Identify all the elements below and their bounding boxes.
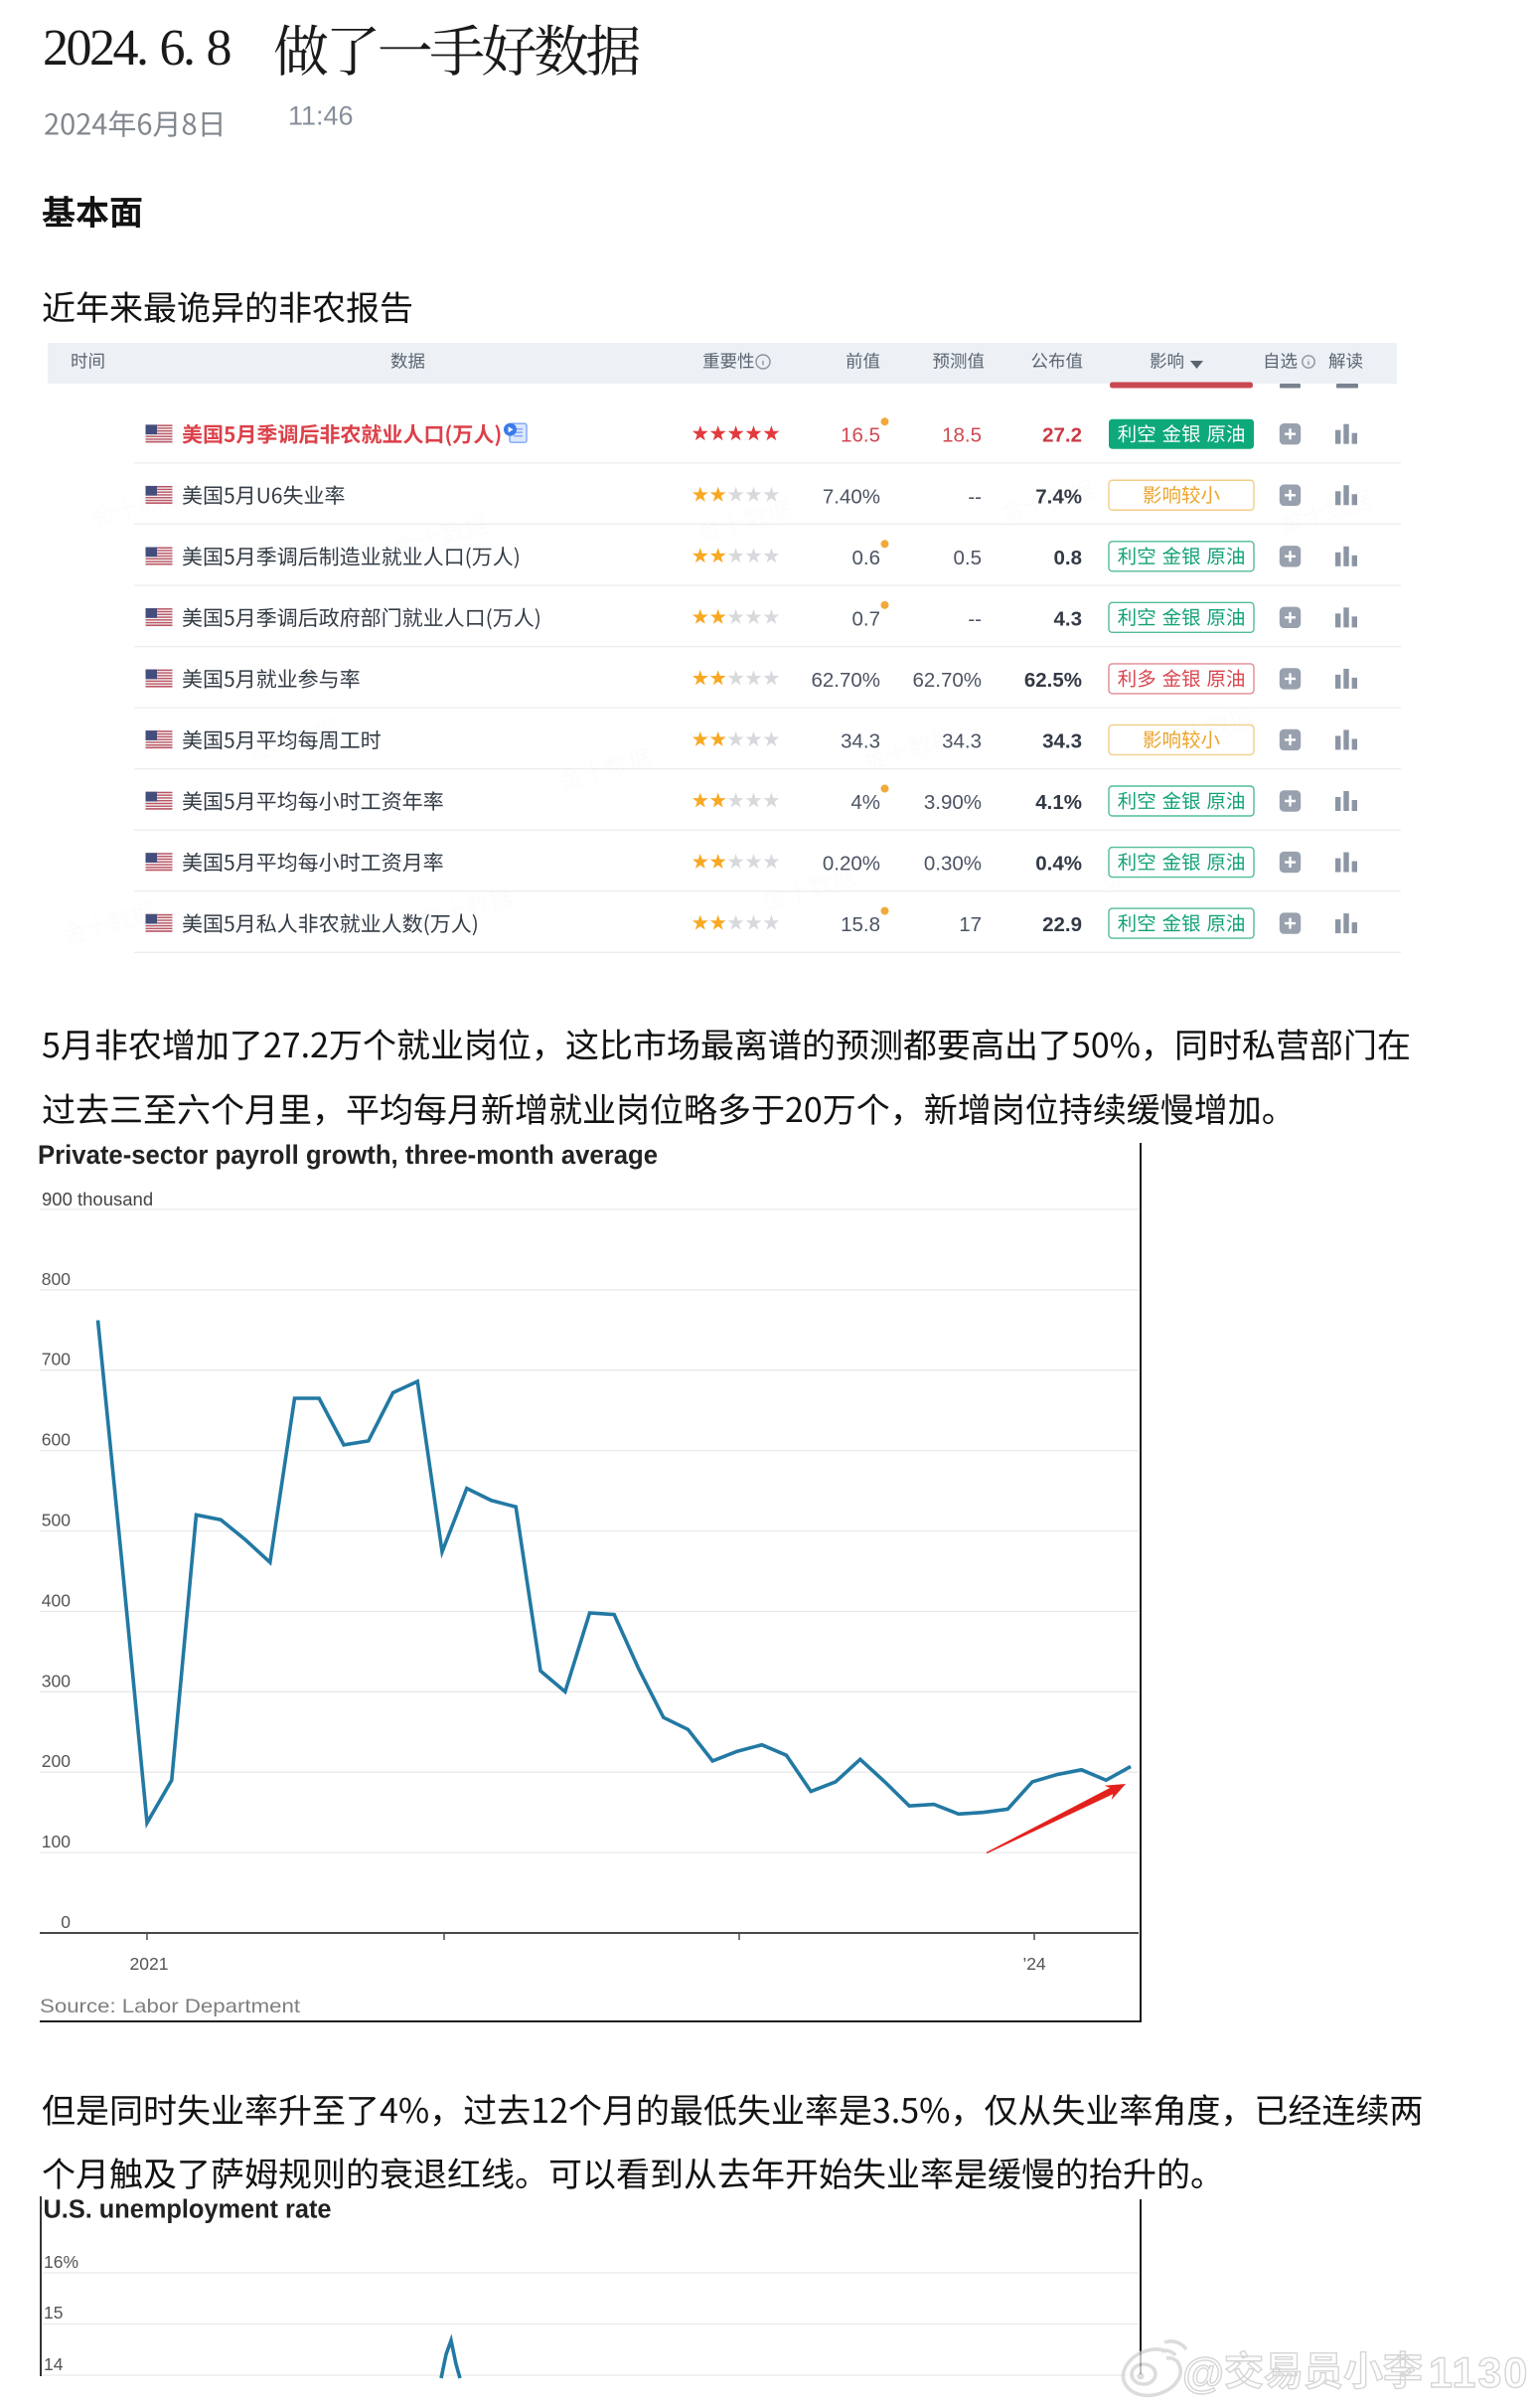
svg-text:900 thousand: 900 thousand — [42, 1189, 153, 1209]
svg-text:34.3: 34.3 — [841, 729, 880, 752]
svg-text:16.5: 16.5 — [841, 424, 880, 447]
svg-text:200: 200 — [42, 1751, 71, 1771]
svg-text:4%: 4% — [850, 791, 880, 814]
svg-text:22.9: 22.9 — [1042, 913, 1082, 936]
svg-text:14: 14 — [44, 2354, 64, 2374]
svg-text:3.90%: 3.90% — [924, 791, 982, 814]
svg-text:34.3: 34.3 — [942, 729, 982, 752]
svg-text:0.8: 0.8 — [1054, 547, 1083, 569]
svg-text:@: @ — [1182, 2349, 1224, 2397]
svg-text:62.5%: 62.5% — [1024, 669, 1082, 692]
svg-text:100: 100 — [42, 1832, 71, 1851]
svg-text:7.4%: 7.4% — [1035, 485, 1082, 508]
svg-text:700: 700 — [42, 1350, 71, 1369]
svg-text:15: 15 — [44, 2303, 63, 2323]
svg-text:0.5: 0.5 — [954, 547, 983, 569]
svg-text:34.3: 34.3 — [1042, 729, 1082, 752]
svg-text:500: 500 — [42, 1511, 71, 1530]
svg-text:62.70%: 62.70% — [912, 669, 982, 692]
svg-text:7.40%: 7.40% — [823, 485, 880, 508]
svg-text:--: -- — [968, 607, 982, 630]
svg-text:--: -- — [968, 485, 982, 508]
svg-text:’24: ’24 — [1022, 1954, 1046, 1974]
svg-text:4.3: 4.3 — [1054, 607, 1083, 630]
svg-text:4.1%: 4.1% — [1035, 791, 1082, 814]
svg-text:300: 300 — [42, 1671, 71, 1690]
svg-text:400: 400 — [42, 1590, 71, 1610]
svg-text:27.2: 27.2 — [1042, 424, 1082, 447]
svg-text:0.7: 0.7 — [852, 607, 881, 630]
svg-text:2021: 2021 — [130, 1954, 169, 1974]
svg-text:U.S. unemployment rate: U.S. unemployment rate — [44, 2196, 332, 2224]
svg-text:0.20%: 0.20% — [823, 853, 880, 876]
svg-text:0.30%: 0.30% — [924, 853, 982, 876]
svg-text:600: 600 — [42, 1430, 71, 1450]
svg-text:0.6: 0.6 — [852, 547, 881, 569]
svg-text:Source: Labor Department: Source: Labor Department — [40, 1996, 301, 2017]
svg-text:11:46: 11:46 — [288, 101, 354, 131]
svg-text:16%: 16% — [44, 2252, 78, 2272]
svg-text:1130: 1130 — [1429, 2349, 1529, 2397]
svg-text:18.5: 18.5 — [942, 424, 982, 447]
svg-text:15.8: 15.8 — [841, 913, 880, 936]
svg-text:0.4%: 0.4% — [1035, 853, 1082, 876]
svg-text:Private-sector payroll growth,: Private-sector payroll growth, three-mon… — [38, 1140, 658, 1170]
svg-text:800: 800 — [42, 1269, 71, 1289]
svg-text:62.70%: 62.70% — [811, 669, 880, 692]
svg-text:17: 17 — [959, 913, 982, 936]
svg-text:0: 0 — [61, 1912, 71, 1932]
